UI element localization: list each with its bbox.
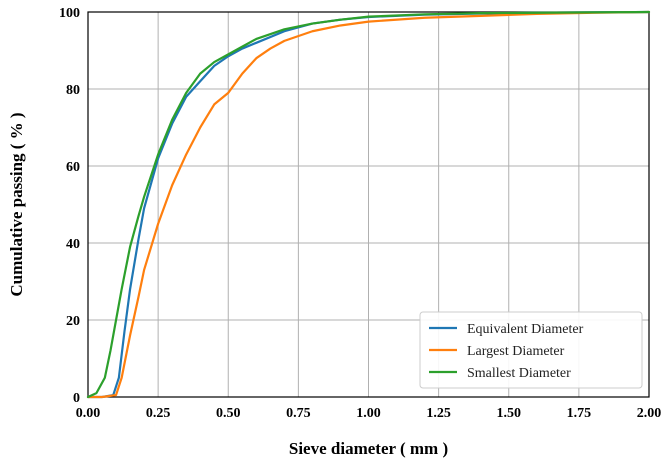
legend-label-largest-diameter: Largest Diameter [467, 344, 565, 359]
series-line-largest-diameter [86, 10, 651, 399]
x-tick-label: 0.25 [146, 406, 171, 421]
series-layer [86, 10, 651, 399]
y-tick-label: 0 [73, 391, 80, 406]
legend-box [419, 311, 643, 389]
x-tick-label: 0.75 [286, 406, 311, 421]
series-line-smallest-diameter [86, 10, 651, 399]
y-tick-label: 80 [66, 83, 80, 98]
plot-frame [87, 11, 650, 398]
x-tick-label: 1.00 [356, 406, 381, 421]
x-tick-label: 0.50 [216, 406, 241, 421]
x-tick-label: 2.00 [637, 406, 662, 421]
x-axis-title: Sieve diameter ( mm ) [289, 439, 448, 458]
y-tick-label: 100 [59, 6, 80, 21]
legend-label-equivalent-diameter: Equivalent Diameter [467, 322, 584, 337]
y-tick-label: 40 [66, 237, 80, 252]
y-tick-label: 60 [66, 160, 80, 175]
legend-label-smallest-diameter: Smallest Diameter [467, 366, 571, 381]
x-tick-label: 1.50 [497, 406, 522, 421]
x-tick-labels: 0.00 0.25 0.50 0.75 1.00 1.25 1.50 1.75 2.00 [76, 406, 662, 421]
x-tick-label: 1.25 [426, 406, 451, 421]
x-tick-label: 0.00 [76, 406, 101, 421]
y-axis-title: Cumulative passing ( % ) [7, 112, 26, 296]
legend: Equivalent Diameter Largest Diameter Small… [419, 311, 643, 389]
y-tick-labels: 0 20 40 60 80 100 [59, 6, 80, 406]
x-tick-label: 1.75 [567, 406, 592, 421]
grid [87, 11, 650, 398]
y-tick-label: 20 [66, 314, 80, 329]
